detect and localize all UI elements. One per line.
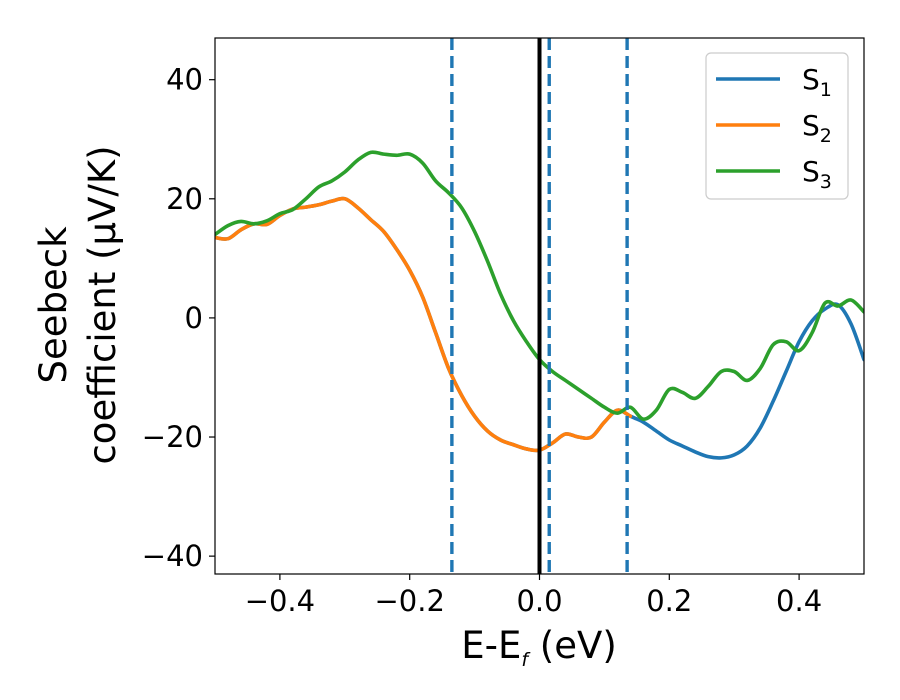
y-tick-label: −40 — [142, 539, 203, 573]
y-tick-label: −20 — [142, 420, 203, 454]
x-axis: −0.4 −0.2 0.0 0.2 0.4 — [245, 574, 822, 618]
y-axis-label: Seebeck coefficient (μV/K) — [32, 145, 124, 464]
x-tick-label: −0.4 — [245, 584, 315, 618]
x-axis-label: E-Ef (eV) — [461, 624, 617, 671]
plot-area — [215, 38, 864, 574]
legend-label-s2: S2 — [802, 109, 832, 147]
x-tick-label: 0.4 — [776, 584, 822, 618]
legend-label-s1: S1 — [802, 63, 832, 101]
y-tick-label: 0 — [185, 301, 203, 335]
y-tick-label: 20 — [166, 182, 203, 216]
y-axis: −40 −20 0 20 40 — [142, 63, 215, 573]
x-tick-label: −0.2 — [374, 584, 444, 618]
y-axis-label-line1: Seebeck — [32, 226, 75, 384]
legend: S1 S2 S3 — [705, 52, 849, 200]
x-tick-label: 0.2 — [646, 584, 692, 618]
y-tick-label: 40 — [166, 63, 203, 97]
y-axis-label-line2: coefficient (μV/K) — [81, 145, 124, 464]
x-tick-label: 0.0 — [516, 584, 562, 618]
legend-label-s3: S3 — [802, 155, 832, 193]
series-line-s2 — [215, 196, 633, 453]
